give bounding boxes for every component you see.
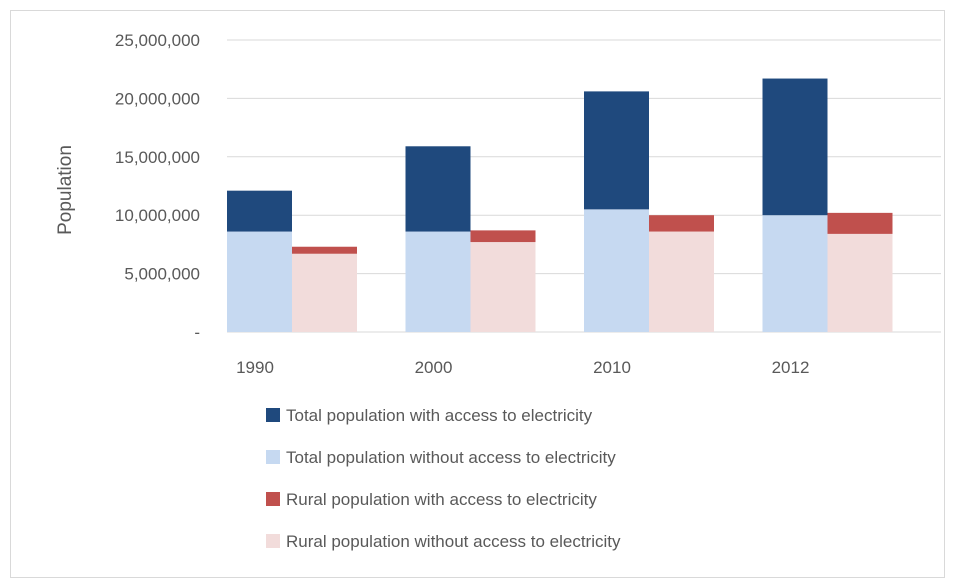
legend-swatch bbox=[266, 408, 280, 422]
x-tick-label: 2000 bbox=[415, 358, 453, 377]
bar-total-without-2010 bbox=[584, 209, 649, 332]
legend-swatch bbox=[266, 450, 280, 464]
bar-total-without-1990 bbox=[227, 231, 292, 332]
x-tick-label: 2010 bbox=[593, 358, 631, 377]
x-tick-label: 1990 bbox=[236, 358, 274, 377]
bar-total-with-2000 bbox=[405, 146, 471, 232]
legend-label: Rural population without access to elect… bbox=[286, 532, 621, 551]
bar-total-without-2000 bbox=[405, 231, 471, 332]
legend-label: Rural population with access to electric… bbox=[286, 490, 597, 509]
y-axis-title: Population bbox=[55, 145, 76, 235]
y-tick-label: - bbox=[194, 323, 200, 342]
bar-rural-without-2012 bbox=[827, 233, 893, 332]
y-axis-ticks: - 5,000,000 10,000,000 15,000,000 20,000,000… bbox=[115, 31, 200, 342]
x-axis-ticks: 1990 2000 2010 2012 bbox=[236, 358, 809, 377]
bar-total-with-1990 bbox=[227, 190, 292, 232]
y-tick-label: 15,000,000 bbox=[115, 148, 200, 167]
bar-rural-with-2010 bbox=[649, 215, 714, 232]
y-tick-label: 25,000,000 bbox=[115, 31, 200, 50]
bar-rural-with-2000 bbox=[470, 230, 536, 243]
legend-label: Total population with access to electric… bbox=[286, 406, 593, 425]
y-tick-label: 5,000,000 bbox=[124, 265, 200, 284]
legend-swatch bbox=[266, 534, 280, 548]
bar-rural-with-1990 bbox=[292, 246, 357, 254]
y-tick-label: 20,000,000 bbox=[115, 89, 200, 108]
bars bbox=[227, 78, 893, 332]
y-tick-label: 10,000,000 bbox=[115, 206, 200, 225]
bar-rural-with-2012 bbox=[827, 212, 893, 234]
bar-rural-without-2000 bbox=[470, 242, 536, 332]
legend: Total population with access to electric… bbox=[266, 406, 621, 551]
x-tick-label: 2012 bbox=[772, 358, 810, 377]
bar-total-with-2010 bbox=[584, 91, 649, 210]
bar-total-with-2012 bbox=[762, 78, 828, 216]
legend-swatch bbox=[266, 492, 280, 506]
bar-total-without-2012 bbox=[762, 215, 828, 332]
legend-label: Total population without access to elect… bbox=[286, 448, 616, 467]
bar-rural-without-1990 bbox=[292, 253, 357, 332]
bar-rural-without-2010 bbox=[649, 231, 714, 332]
